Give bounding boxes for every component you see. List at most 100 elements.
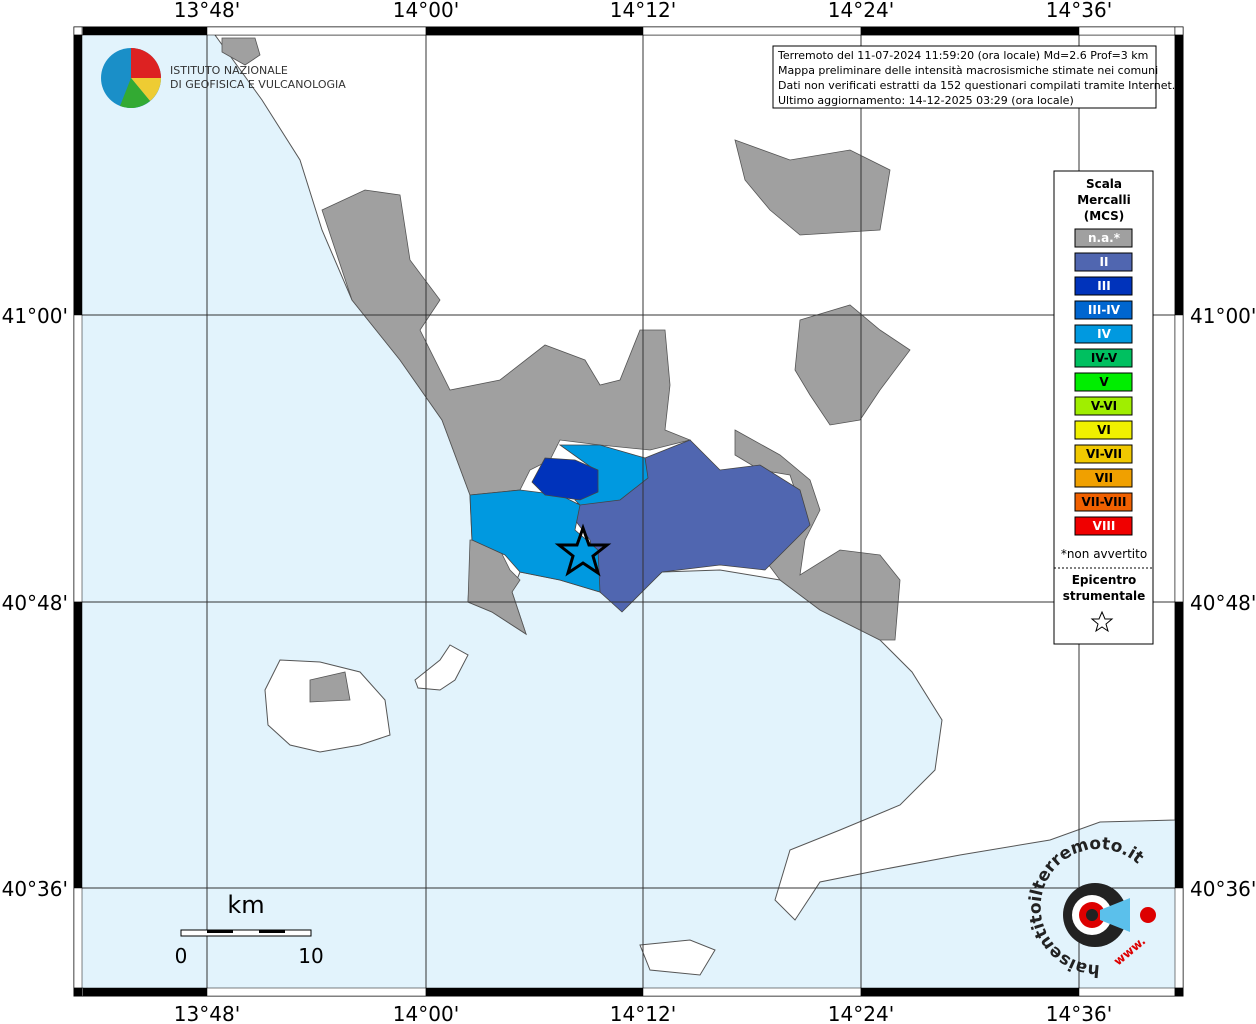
lat-label: 40°48' (2, 591, 68, 615)
lon-label: 14°12' (610, 1002, 676, 1024)
scale-bar-seg (207, 930, 233, 933)
lat-label: 41°00' (1190, 304, 1256, 328)
legend-epicenter: Epicentro (1072, 573, 1137, 587)
frame-strip (642, 987, 862, 997)
legend-swatch (1074, 372, 1133, 392)
badge-ring (1086, 909, 1098, 921)
legend-swatch (1074, 396, 1133, 416)
frame-strip (1174, 314, 1184, 603)
frame-strip (206, 987, 427, 997)
legend-label: III (1097, 279, 1110, 293)
legend-label: VII-VIII (1081, 495, 1126, 509)
lon-label: 14°12' (610, 0, 676, 22)
legend-title: Scala (1086, 177, 1122, 191)
legend-label: V-VI (1091, 399, 1117, 413)
legend-label: IV-V (1091, 351, 1118, 365)
lon-label: 14°24' (828, 1002, 894, 1024)
legend-swatch (1074, 492, 1133, 512)
scale-label: 10 (298, 944, 323, 968)
legend-label: n.a.* (1088, 231, 1121, 245)
logo-text: ISTITUTO NAZIONALE (170, 64, 288, 77)
regions-na (221, 37, 911, 703)
scale-bar-frame (180, 929, 312, 937)
legend-swatch (1074, 444, 1133, 464)
legend-label: V (1099, 375, 1109, 389)
info-line: Terremoto del 11-07-2024 11:59:20 (ora l… (777, 49, 1148, 62)
legend-swatch (1074, 420, 1133, 440)
logo-text: DI GEOFISICA E VULCANOLOGIA (170, 78, 346, 91)
legend-note: *non avvertito (1061, 547, 1147, 561)
lon-label: 13°48' (174, 0, 240, 22)
legend-label: VI-VII (1086, 447, 1122, 461)
lat-label: 40°36' (2, 877, 68, 901)
epicenter-star (554, 523, 612, 577)
frame-strip (1174, 887, 1184, 989)
frame-strip (73, 314, 83, 603)
frame-strip (860, 987, 1080, 997)
legend-title: Mercalli (1077, 193, 1131, 207)
legend-swatch (1074, 228, 1133, 248)
legend-swatch (1074, 300, 1133, 320)
frame-strip (73, 987, 83, 997)
badge-horn (1100, 898, 1130, 932)
legend-label: III-IV (1088, 303, 1121, 317)
frame-strip (73, 26, 83, 36)
frame-strip (73, 601, 83, 889)
legend-swatch (1074, 468, 1133, 488)
frame-strip (425, 987, 644, 997)
lat-label: 40°48' (1190, 591, 1256, 615)
legend-title: (MCS) (1084, 209, 1125, 223)
legend-label: IV (1097, 327, 1111, 341)
legend-label: VI (1097, 423, 1111, 437)
badge-dot (1140, 907, 1156, 923)
info-line: Dati non verificati estratti da 152 ques… (778, 79, 1175, 92)
region-iii (531, 457, 599, 501)
scale-bar-seg (259, 930, 285, 933)
lon-label: 14°36' (1046, 0, 1112, 22)
info-line: Mappa preliminare delle intensità macros… (778, 64, 1158, 77)
legend-swatch (1074, 252, 1133, 272)
legend-star (1090, 610, 1114, 633)
frame-strip (860, 26, 1080, 36)
legend-label: II (1100, 255, 1109, 269)
legend-swatch (1074, 324, 1133, 344)
legend-swatch (1074, 348, 1133, 368)
frame-strip (1174, 26, 1184, 36)
scale-bar: km 0 10 (175, 891, 324, 968)
lat-label: 40°36' (1190, 877, 1256, 901)
legend-label: VIII (1093, 519, 1116, 533)
logo-sector (131, 48, 161, 78)
info-line: Ultimo aggiornamento: 14-12-2025 03:29 (… (778, 94, 1074, 107)
frame-strip (642, 26, 862, 36)
frame-strip (73, 887, 83, 989)
frame-strip (206, 26, 427, 36)
legend-epicenter: strumentale (1063, 589, 1146, 603)
frame-strip (73, 34, 83, 316)
frame-strip (82, 987, 208, 997)
frame-strip (1174, 34, 1184, 316)
frame-strip (1174, 987, 1184, 997)
scale-unit: km (227, 891, 264, 919)
frame-strip (425, 26, 644, 36)
frame-strip (82, 26, 208, 36)
frame-ticks (73, 26, 1184, 997)
lat-label: 41°00' (2, 304, 68, 328)
legend-label: VII (1095, 471, 1113, 485)
scale-label: 0 (175, 944, 188, 968)
logo-sector (131, 78, 161, 101)
lon-label: 14°00' (393, 0, 459, 22)
info-box (772, 45, 1157, 109)
frame-strip (1174, 601, 1184, 889)
legend-swatch (1074, 276, 1133, 296)
lon-label: 14°00' (393, 1002, 459, 1024)
graticule (74, 27, 1183, 996)
lon-label: 14°24' (828, 0, 894, 22)
frame-strip (1078, 26, 1176, 36)
legend-swatch (1074, 516, 1133, 536)
lon-label: 13°48' (174, 1002, 240, 1024)
logo-sector (120, 78, 150, 108)
frame-strip (1078, 987, 1176, 997)
ingv-logo: ISTITUTO NAZIONALE DI GEOFISICA E VULCAN… (101, 48, 346, 108)
